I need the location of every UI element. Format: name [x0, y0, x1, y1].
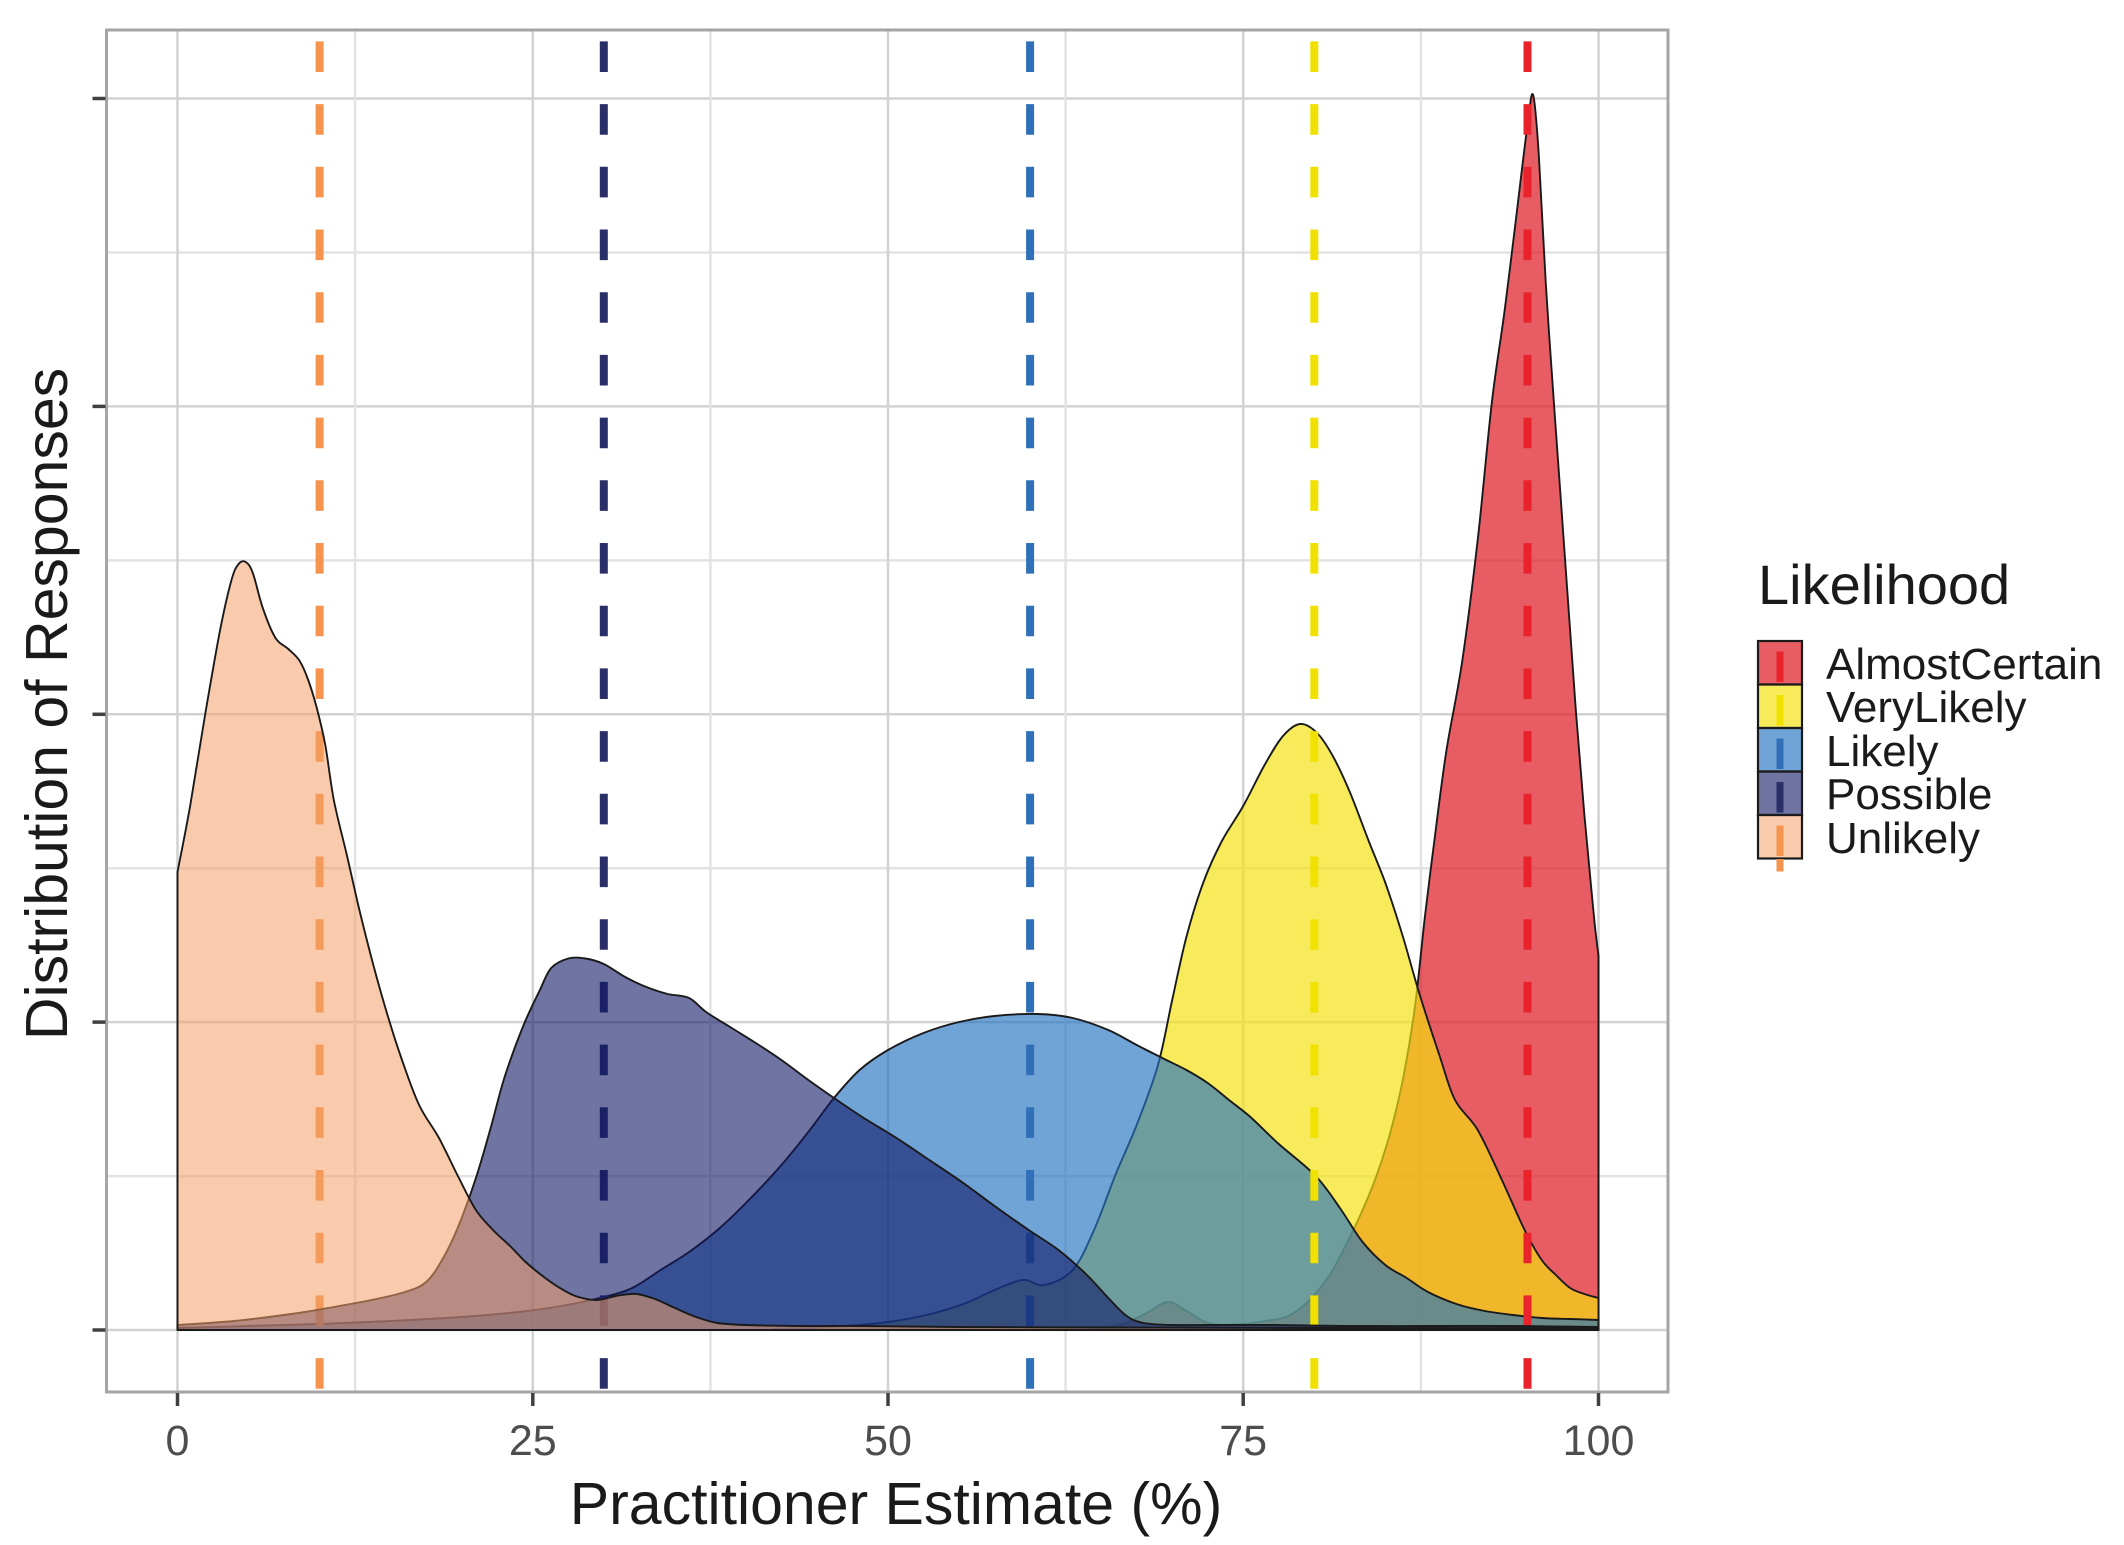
svg-text:Distribution of Responses: Distribution of Responses — [14, 368, 80, 1040]
svg-text:100: 100 — [1563, 1417, 1635, 1465]
svg-text:25: 25 — [509, 1417, 557, 1465]
svg-text:Possible: Possible — [1826, 770, 1992, 819]
svg-text:Unlikely: Unlikely — [1826, 814, 1980, 863]
svg-text:Practitioner Estimate (%): Practitioner Estimate (%) — [570, 1471, 1222, 1537]
svg-text:Likely: Likely — [1826, 727, 1939, 776]
svg-text:75: 75 — [1219, 1417, 1267, 1465]
svg-text:0: 0 — [166, 1417, 190, 1465]
svg-text:AlmostCertain: AlmostCertain — [1826, 640, 2102, 689]
svg-text:VeryLikely: VeryLikely — [1826, 683, 2027, 732]
svg-text:50: 50 — [864, 1417, 912, 1465]
svg-text:Likelihood: Likelihood — [1758, 553, 2010, 616]
